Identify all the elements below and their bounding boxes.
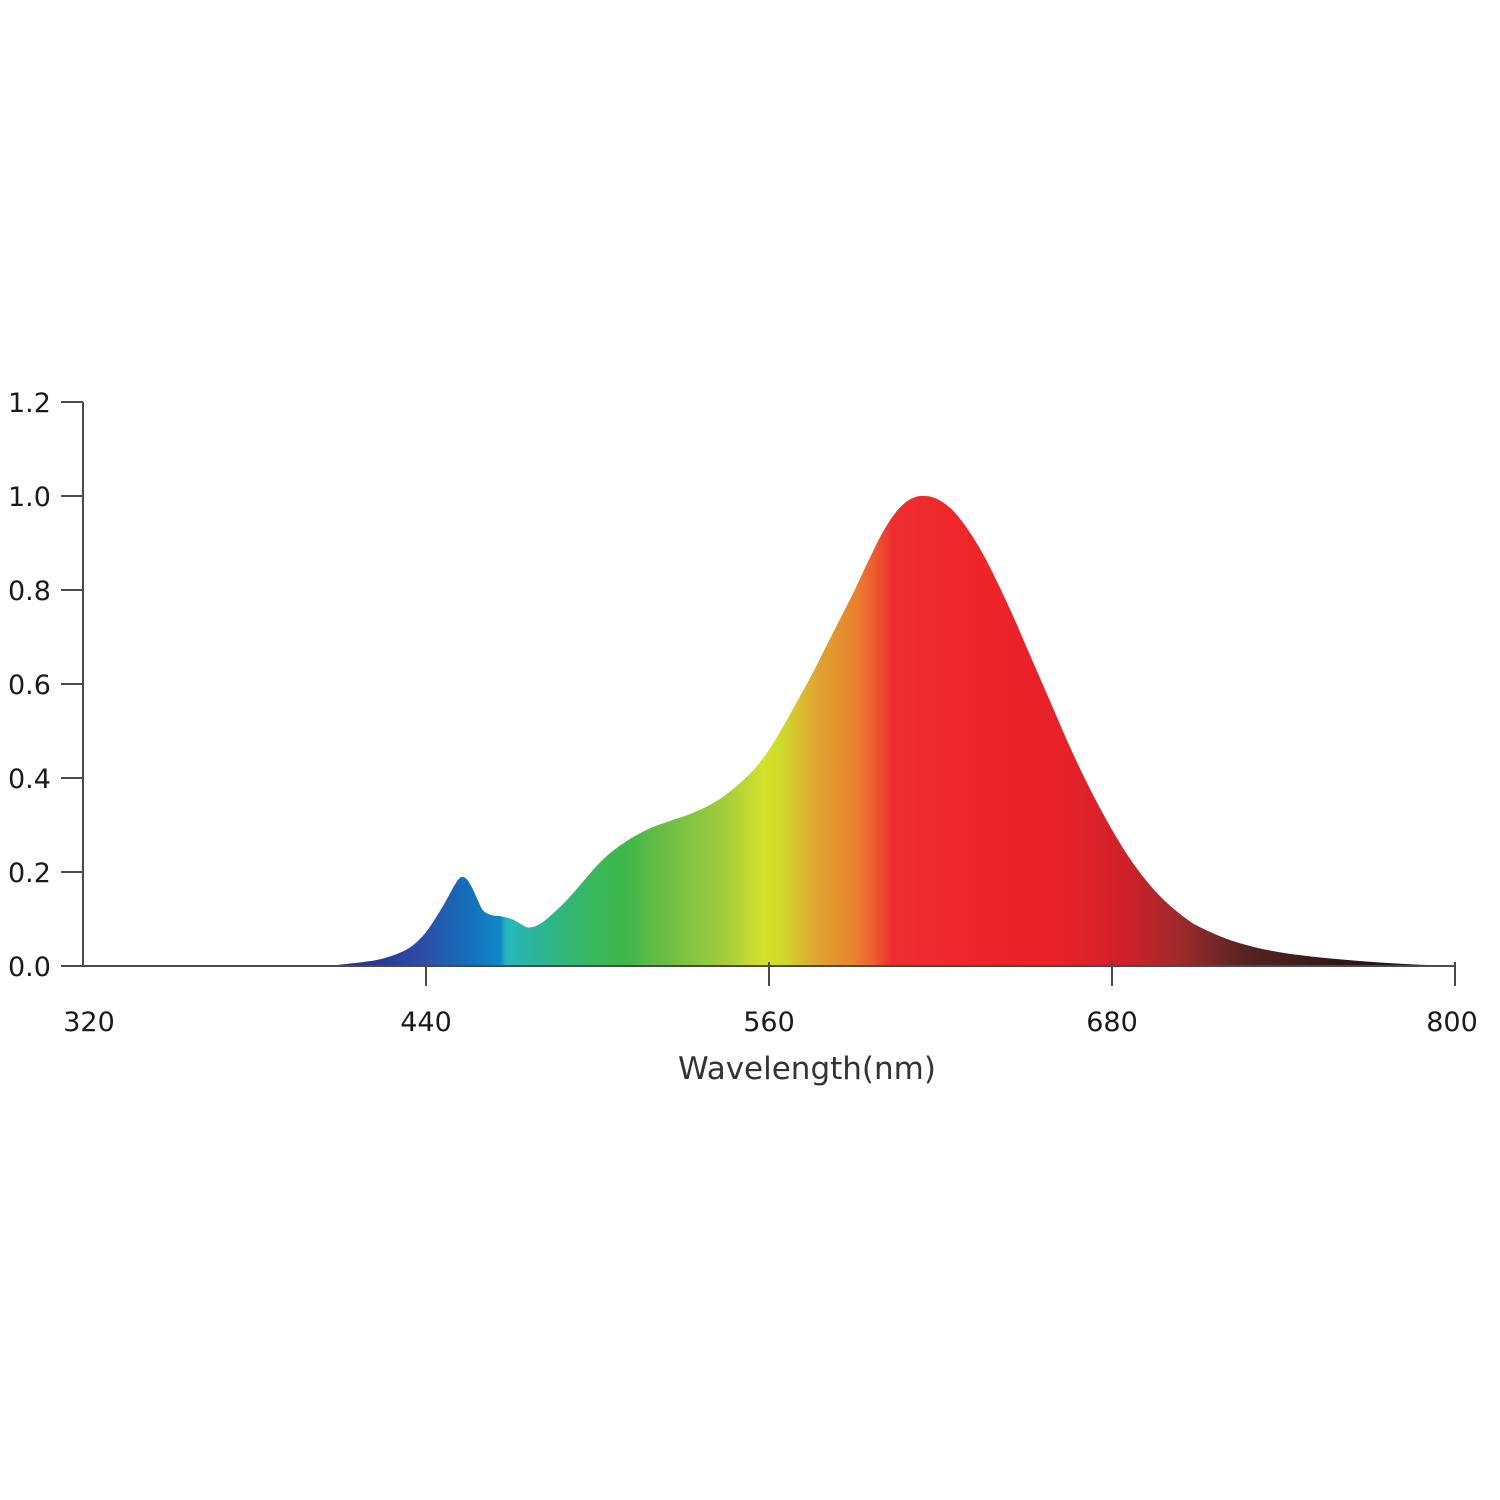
- axes: 0.0 0.2 0.4 0.6 0.8 1.0 1.2 320 440 560 680 800 Wa…: [8, 388, 1478, 1087]
- y-tick-label: 1.2: [8, 388, 51, 419]
- y-tick-label: 0.0: [8, 952, 51, 983]
- x-tick-label: 680: [1086, 1007, 1138, 1038]
- x-tick-label: 560: [743, 1007, 795, 1038]
- y-tick-label: 0.6: [8, 670, 51, 701]
- x-tick-label: 800: [1426, 1007, 1478, 1038]
- x-axis-title: Wavelength(nm): [678, 1051, 936, 1087]
- x-ticks: 320 440 560 680 800: [63, 962, 1478, 1038]
- y-tick-label: 1.0: [8, 482, 51, 513]
- y-tick-label: 0.8: [8, 576, 51, 607]
- y-tick-label: 0.2: [8, 858, 51, 889]
- plot-area: [83, 495, 1455, 966]
- y-tick-label: 0.4: [8, 764, 51, 795]
- y-ticks: 0.0 0.2 0.4 0.6 0.8 1.0 1.2: [8, 388, 83, 983]
- x-tick-label: 320: [63, 1007, 115, 1038]
- spectrum-area: [83, 495, 1455, 966]
- x-tick-label: 440: [400, 1007, 452, 1038]
